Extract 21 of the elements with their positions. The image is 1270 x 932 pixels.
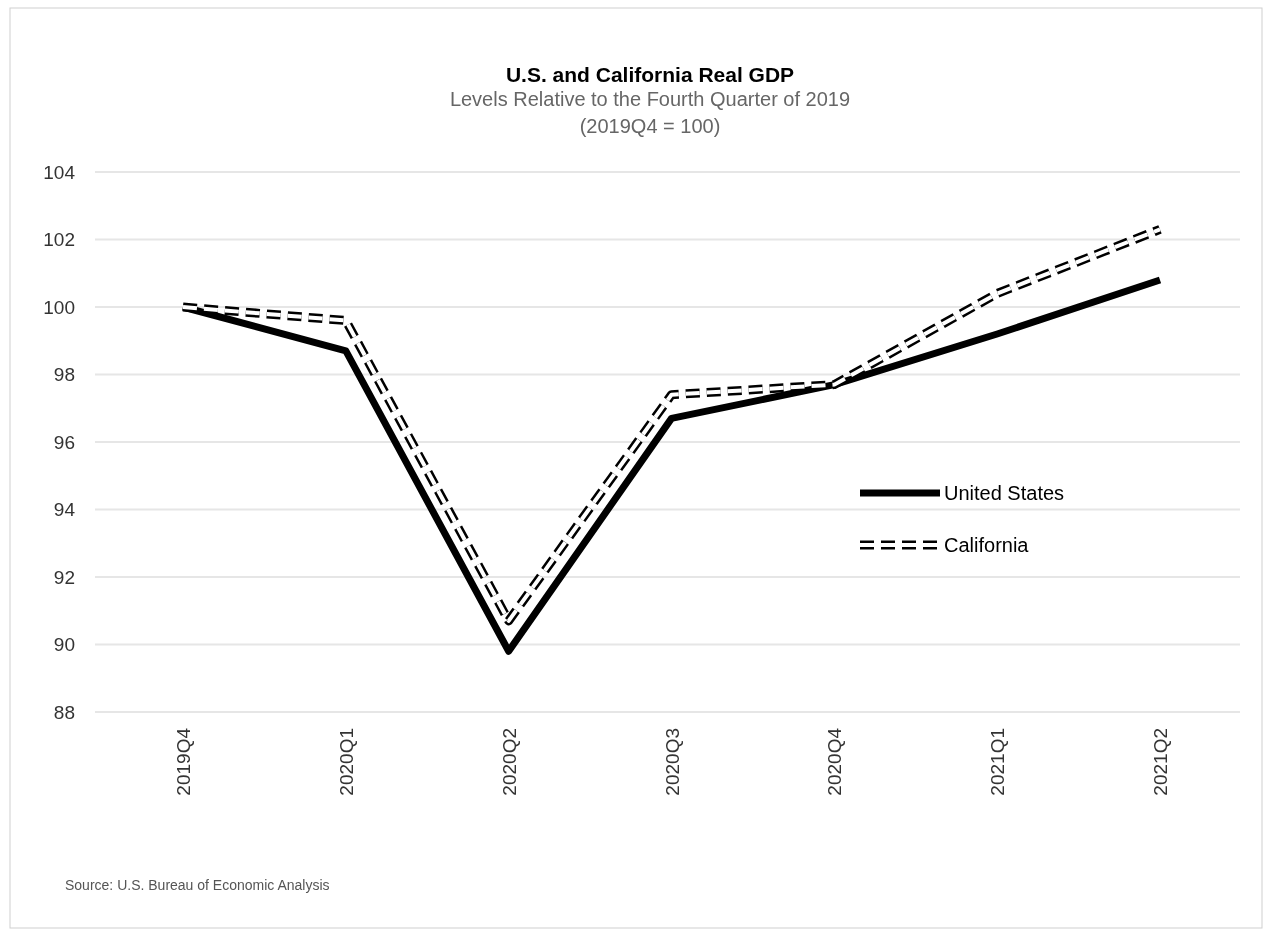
x-tick-label: 2021Q2 [1150, 728, 1171, 796]
chart-subtitle: Levels Relative to the Fourth Quarter of 2019 (2019Q4 = 100) [449, 88, 851, 137]
x-tick-label: 2021Q1 [987, 728, 1009, 796]
y-tick-label: 100 [43, 296, 75, 318]
x-tick-label: 2020Q1 [335, 728, 357, 796]
legend-label: California [944, 534, 1030, 556]
y-tick-label: 94 [53, 499, 76, 521]
legend-label: United States [944, 482, 1065, 504]
y-tick-label: 104 [43, 161, 76, 183]
x-tick-label: 2020Q2 [498, 728, 520, 796]
x-tick-label: 2019Q4 [173, 727, 194, 796]
source-note: Source: U.S. Bureau of Economic Analysis [65, 877, 330, 893]
y-tick-label: 88 [53, 701, 75, 723]
y-tick-label: 102 [43, 229, 75, 251]
y-tick-label: 92 [53, 566, 75, 588]
y-tick-label: 90 [53, 634, 75, 656]
chart-title: U.S. and California Real GDP [505, 63, 795, 86]
y-tick-label: 98 [53, 364, 75, 386]
y-tick-label: 96 [53, 431, 75, 453]
x-tick-label: 2020Q3 [661, 728, 683, 796]
x-tick-label: 2020Q4 [824, 727, 846, 796]
